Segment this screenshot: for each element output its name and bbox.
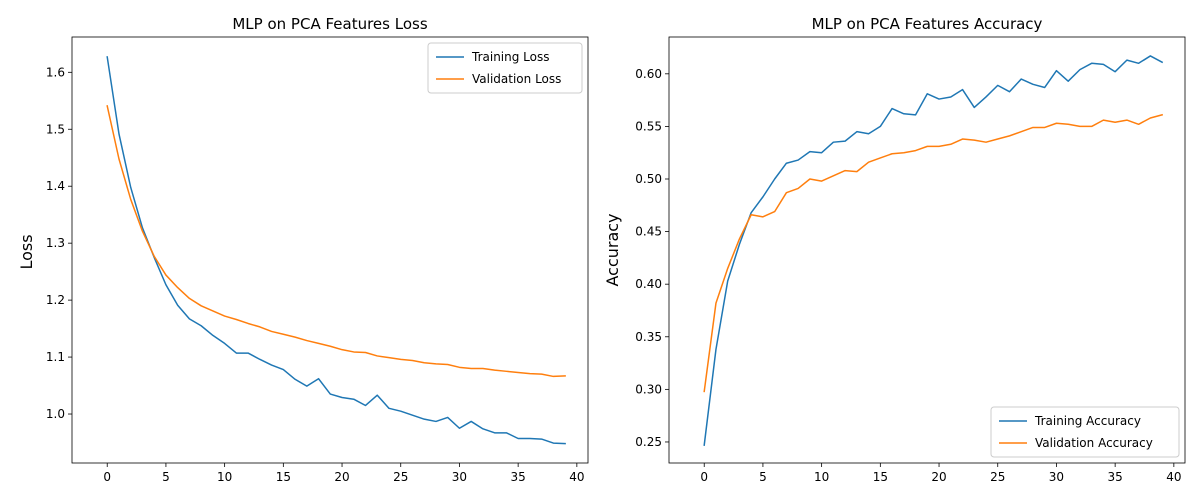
loss-x-tick-label: 35: [511, 470, 526, 484]
loss-legend-label-training: Training Loss: [471, 50, 549, 64]
loss-legend: Training Loss Validation Loss: [427, 42, 583, 94]
loss-x-tick-label: 20: [334, 470, 349, 484]
accuracy-y-tick-label: 0.45: [635, 225, 662, 239]
accuracy-axes-frame: [668, 36, 1186, 464]
accuracy-y-tick-label: 0.30: [635, 382, 662, 396]
loss-y-tick-label: 1.5: [46, 122, 65, 136]
accuracy-legend-label-training: Training Accuracy: [1034, 414, 1141, 428]
loss-y-tick-label: 1.3: [46, 236, 65, 250]
loss-y-tick-label: 1.1: [46, 350, 65, 364]
accuracy-y-tick-label: 0.50: [635, 172, 662, 186]
accuracy-plot-area: 0 5 10 15 20 25 30 35 40 0.25 0.30 0.35 0.40 0.45 0.50…: [635, 36, 1186, 484]
accuracy-x-tick-label: 40: [1166, 470, 1181, 484]
loss-series-line-training: [106, 56, 566, 445]
accuracy-series-line-validation: [703, 113, 1164, 393]
accuracy-legend-label-validation: Validation Accuracy: [1035, 436, 1153, 450]
loss-y-tick-label: 1.2: [46, 293, 65, 307]
loss-y-tick-label: 1.0: [46, 407, 65, 421]
accuracy-x-tick-label: 0: [700, 470, 708, 484]
accuracy-x-tick-label: 35: [1108, 470, 1123, 484]
accuracy-chart-title: MLP on PCA Features Accuracy: [812, 15, 1043, 33]
loss-y-tick-label: 1.4: [46, 179, 65, 193]
accuracy-y-tick-label: 0.25: [635, 435, 662, 449]
accuracy-chart-panel: MLP on PCA Features Accuracy Accuracy 0 5…: [603, 15, 1186, 484]
accuracy-x-tick-label: 15: [873, 470, 888, 484]
loss-legend-box: [427, 42, 583, 94]
accuracy-x-tick-label: 25: [990, 470, 1005, 484]
loss-chart-title: MLP on PCA Features Loss: [232, 15, 427, 33]
loss-x-tick-label: 40: [569, 470, 584, 484]
accuracy-y-tick-label: 0.60: [635, 67, 662, 81]
accuracy-y-tick-label: 0.40: [635, 277, 662, 291]
loss-x-tick-label: 10: [217, 470, 232, 484]
loss-axes-frame: [71, 36, 589, 464]
loss-y-tick-label: 1.6: [46, 65, 65, 79]
loss-x-tick-label: 5: [162, 470, 170, 484]
loss-y-axis-label: Loss: [17, 234, 36, 269]
loss-chart-panel: MLP on PCA Features Loss Loss 0 5 10 15 20 25…: [17, 15, 589, 484]
accuracy-y-tick-label: 0.55: [635, 119, 662, 133]
accuracy-x-tick-label: 5: [759, 470, 767, 484]
accuracy-x-tick-label: 20: [931, 470, 946, 484]
loss-legend-label-validation: Validation Loss: [472, 72, 561, 86]
accuracy-y-tick-label: 0.35: [635, 330, 662, 344]
accuracy-x-tick-label: 10: [814, 470, 829, 484]
accuracy-legend: Training Accuracy Validation Accuracy: [990, 406, 1180, 458]
accuracy-series-line-training: [703, 55, 1164, 446]
loss-x-tick-label: 15: [276, 470, 291, 484]
loss-plot-area: 0 5 10 15 20 25 30 35 40 1.0 1.1 1.2 1.3 1.4 1.5 1.6: [46, 36, 589, 484]
loss-x-tick-label: 25: [393, 470, 408, 484]
accuracy-x-tick-label: 30: [1049, 470, 1064, 484]
accuracy-y-axis-label: Accuracy: [603, 213, 622, 286]
accuracy-legend-box: [990, 406, 1180, 458]
loss-series-line-validation: [106, 105, 566, 378]
loss-x-tick-label: 30: [452, 470, 467, 484]
loss-x-tick-label: 0: [103, 470, 111, 484]
